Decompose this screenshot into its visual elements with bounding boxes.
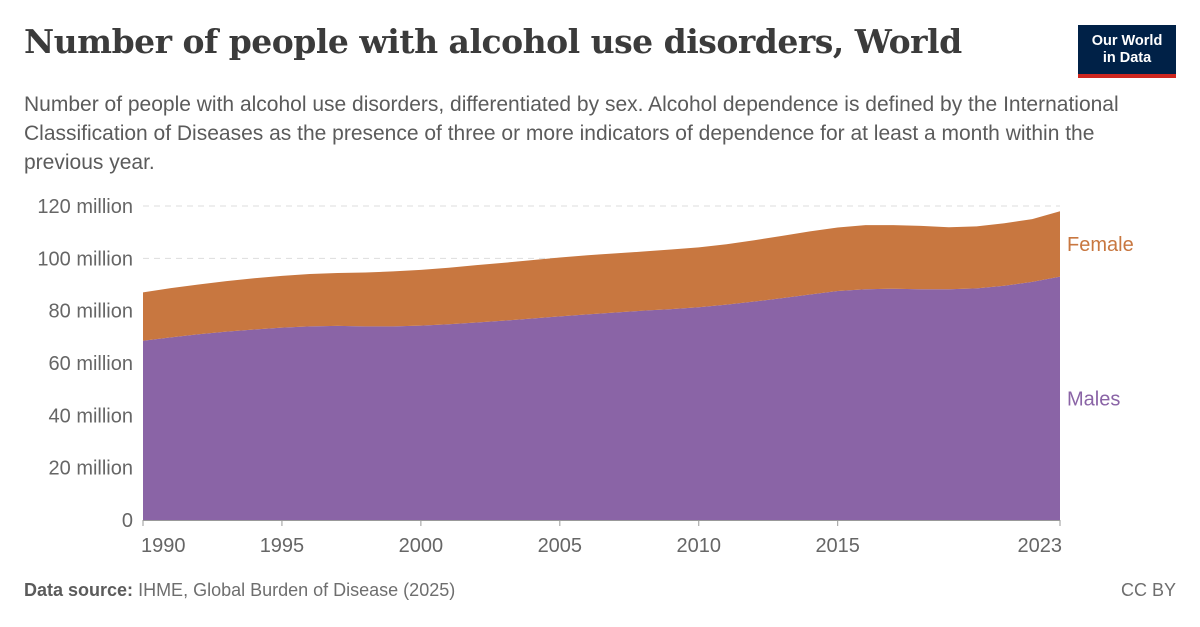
- logo-line-2: in Data: [1102, 49, 1152, 66]
- area-series: [143, 211, 1060, 520]
- data-source-text: IHME, Global Burden of Disease (2025): [138, 580, 456, 600]
- owid-logo[interactable]: Our World in Data: [1078, 25, 1176, 78]
- series-labels: Males Female: [1067, 234, 1134, 410]
- area-female[interactable]: [143, 211, 1060, 341]
- x-tick-label: 1990: [141, 535, 186, 557]
- x-tick-label: 2005: [538, 535, 583, 557]
- axes: 0 20 million 40 million 60 million 80 millio…: [37, 196, 1062, 557]
- chart-subtitle: Number of people with alcohol use disord…: [24, 93, 1119, 174]
- y-tick-label: 100 million: [37, 248, 133, 270]
- y-tick-label: 40 million: [49, 405, 133, 427]
- y-tick-label: 80 million: [49, 301, 133, 323]
- license[interactable]: CC BY: [1120, 580, 1176, 600]
- area-males[interactable]: [143, 276, 1060, 520]
- y-tick-label: 20 million: [49, 458, 133, 480]
- x-tick-label: 2010: [677, 535, 722, 557]
- chart-title: Number of people with alcohol use disord…: [24, 22, 962, 61]
- series-label-female: Female: [1067, 234, 1134, 256]
- x-tick-label: 2015: [815, 535, 860, 557]
- y-tick-label: 120 million: [37, 196, 133, 218]
- data-source-label: Data source:: [24, 580, 134, 600]
- x-tick-label: 1995: [260, 535, 305, 557]
- y-tick-label: 60 million: [49, 353, 133, 375]
- series-label-males: Males: [1067, 388, 1120, 410]
- data-source: Data source: IHME, Global Burden of Dise…: [24, 580, 455, 601]
- logo-line-1: Our World: [1091, 32, 1163, 49]
- x-tick-label: 2000: [399, 535, 444, 557]
- y-tick-label: 0: [122, 510, 133, 532]
- x-tick-label: 2023: [1018, 535, 1063, 557]
